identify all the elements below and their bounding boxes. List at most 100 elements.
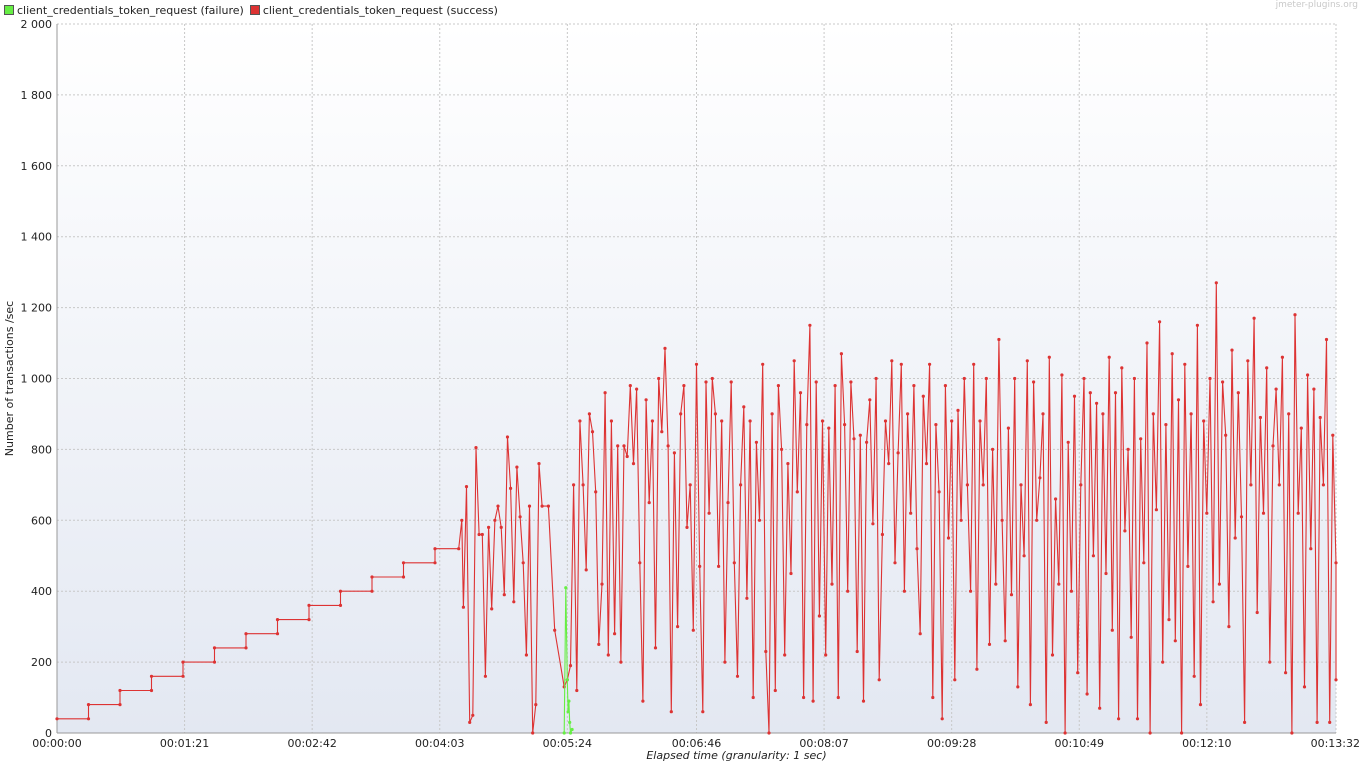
data-point-success	[527, 504, 532, 508]
y-axis-title: Number of transactions /sec	[3, 301, 16, 456]
data-point-success	[1233, 536, 1237, 540]
data-point-success	[1309, 547, 1313, 551]
data-point-success	[584, 568, 588, 572]
data-point-success	[1249, 483, 1253, 487]
data-point-success	[631, 462, 636, 466]
y-tick-label: 800	[31, 443, 52, 456]
data-point-success	[906, 412, 910, 416]
data-point-success	[1104, 571, 1108, 576]
data-point-success	[613, 632, 617, 636]
data-point-failure	[568, 731, 573, 735]
data-point-success	[997, 337, 1001, 342]
data-point-success	[969, 589, 973, 593]
data-point-success	[836, 695, 840, 700]
data-point-success	[212, 660, 217, 664]
data-point-success	[540, 504, 544, 508]
data-point-success	[1328, 720, 1332, 725]
data-point-success	[370, 589, 374, 593]
data-point-success	[1025, 359, 1029, 363]
data-point-success	[1069, 589, 1073, 593]
data-point-success	[1000, 518, 1004, 522]
data-point-success	[1306, 373, 1310, 377]
data-point-success	[1277, 483, 1281, 487]
data-point-success	[1296, 511, 1300, 515]
data-point-success	[984, 376, 988, 381]
y-tick-label: 1 400	[21, 231, 53, 244]
data-point-success	[937, 490, 941, 494]
data-point-success	[1230, 348, 1234, 352]
data-point-success	[619, 660, 623, 664]
data-point-success	[1006, 426, 1011, 430]
data-point-success	[742, 405, 746, 409]
data-point-failure	[568, 720, 572, 725]
data-point-success	[55, 717, 59, 721]
data-point-success	[1321, 483, 1325, 487]
data-point-success	[490, 607, 494, 611]
data-point-success	[531, 731, 535, 735]
data-point-failure	[567, 699, 571, 703]
data-point-success	[578, 419, 582, 423]
data-point-success	[480, 532, 484, 537]
data-point-success	[401, 575, 406, 579]
data-point-success	[622, 444, 626, 448]
data-point-success	[1158, 320, 1162, 324]
data-point-success	[666, 444, 670, 448]
data-point-success	[972, 362, 976, 366]
data-point-success	[1208, 376, 1212, 381]
data-point-success	[956, 408, 960, 412]
data-point-success	[1271, 444, 1275, 448]
data-point-success	[370, 575, 374, 579]
data-point-failure	[562, 731, 566, 735]
data-point-success	[653, 646, 658, 650]
data-point-success	[1091, 554, 1095, 558]
data-point-success	[657, 376, 661, 381]
data-point-success	[874, 376, 878, 381]
data-point-success	[603, 391, 607, 395]
data-point-success	[698, 564, 702, 569]
data-point-success	[496, 504, 500, 508]
data-point-success	[1016, 685, 1020, 689]
data-point-success	[502, 593, 506, 597]
data-point-success	[1019, 483, 1023, 487]
data-point-success	[474, 446, 478, 450]
data-point-success	[1227, 625, 1231, 629]
data-point-success	[118, 688, 122, 693]
data-point-success	[433, 547, 437, 551]
watermark: jmeter-plugins.org	[1275, 0, 1358, 10]
data-point-success	[521, 561, 525, 565]
data-point-success	[981, 483, 985, 487]
data-point-success	[780, 447, 784, 451]
data-point-success	[594, 490, 598, 494]
data-point-success	[965, 483, 970, 487]
data-point-success	[86, 703, 91, 707]
data-point-success	[735, 674, 740, 678]
data-point-success	[1041, 412, 1045, 416]
data-point-success	[464, 485, 469, 489]
y-tick-label: 200	[31, 656, 52, 669]
data-point-success	[1013, 376, 1017, 381]
data-point-success	[883, 419, 888, 423]
data-point-success	[1318, 415, 1322, 420]
data-point-success	[1180, 731, 1184, 735]
data-point-success	[1044, 720, 1048, 725]
data-point-success	[880, 532, 885, 537]
data-point-success	[748, 419, 752, 423]
data-point-success	[1205, 511, 1209, 515]
data-point-success	[792, 359, 796, 363]
data-point-success	[1095, 401, 1099, 405]
data-point-success	[609, 419, 614, 423]
data-point-success	[149, 688, 154, 693]
data-point-success	[934, 423, 938, 427]
data-point-success	[896, 451, 900, 455]
data-point-success	[509, 486, 513, 490]
data-point-success	[694, 362, 699, 366]
data-point-success	[959, 518, 963, 522]
data-point-success	[1243, 720, 1247, 725]
data-point-success	[824, 653, 828, 657]
data-point-success	[849, 380, 853, 384]
data-point-success	[1151, 412, 1155, 416]
data-point-failure	[564, 586, 568, 590]
data-point-success	[855, 649, 859, 654]
data-point-success	[717, 564, 721, 569]
